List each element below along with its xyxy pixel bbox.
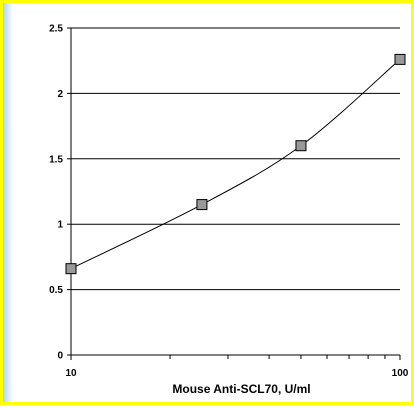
data-point-marker [295, 140, 307, 152]
x-axis-title: Mouse Anti-SCL70, U/ml [172, 382, 310, 396]
y-axis-ticks: 0 0.5 1 1.5 2 2.5 [49, 24, 71, 362]
y-tick-label: 1 [57, 220, 63, 231]
line-chart: 0 0.5 1 1.5 2 2.5 10 100 Mouse Anti-SCL70, U/m… [49, 24, 409, 397]
gridlines [71, 27, 400, 291]
x-tick-label: 100 [392, 368, 409, 379]
y-tick-label: 2.5 [49, 24, 63, 35]
x-tick-label: 10 [65, 368, 77, 379]
data-point-marker [196, 199, 208, 211]
axes [70, 28, 400, 356]
y-tick-label: 0 [57, 351, 63, 362]
data-point-marker [65, 263, 77, 275]
series-line [70, 59, 401, 270]
data-point-marker [394, 53, 406, 65]
y-tick-label: 1.5 [49, 154, 63, 165]
x-axis-ticks: 10 100 [65, 355, 409, 379]
series [65, 53, 406, 275]
y-tick-label: 2 [57, 89, 63, 100]
y-tick-label: 0.5 [49, 285, 63, 296]
